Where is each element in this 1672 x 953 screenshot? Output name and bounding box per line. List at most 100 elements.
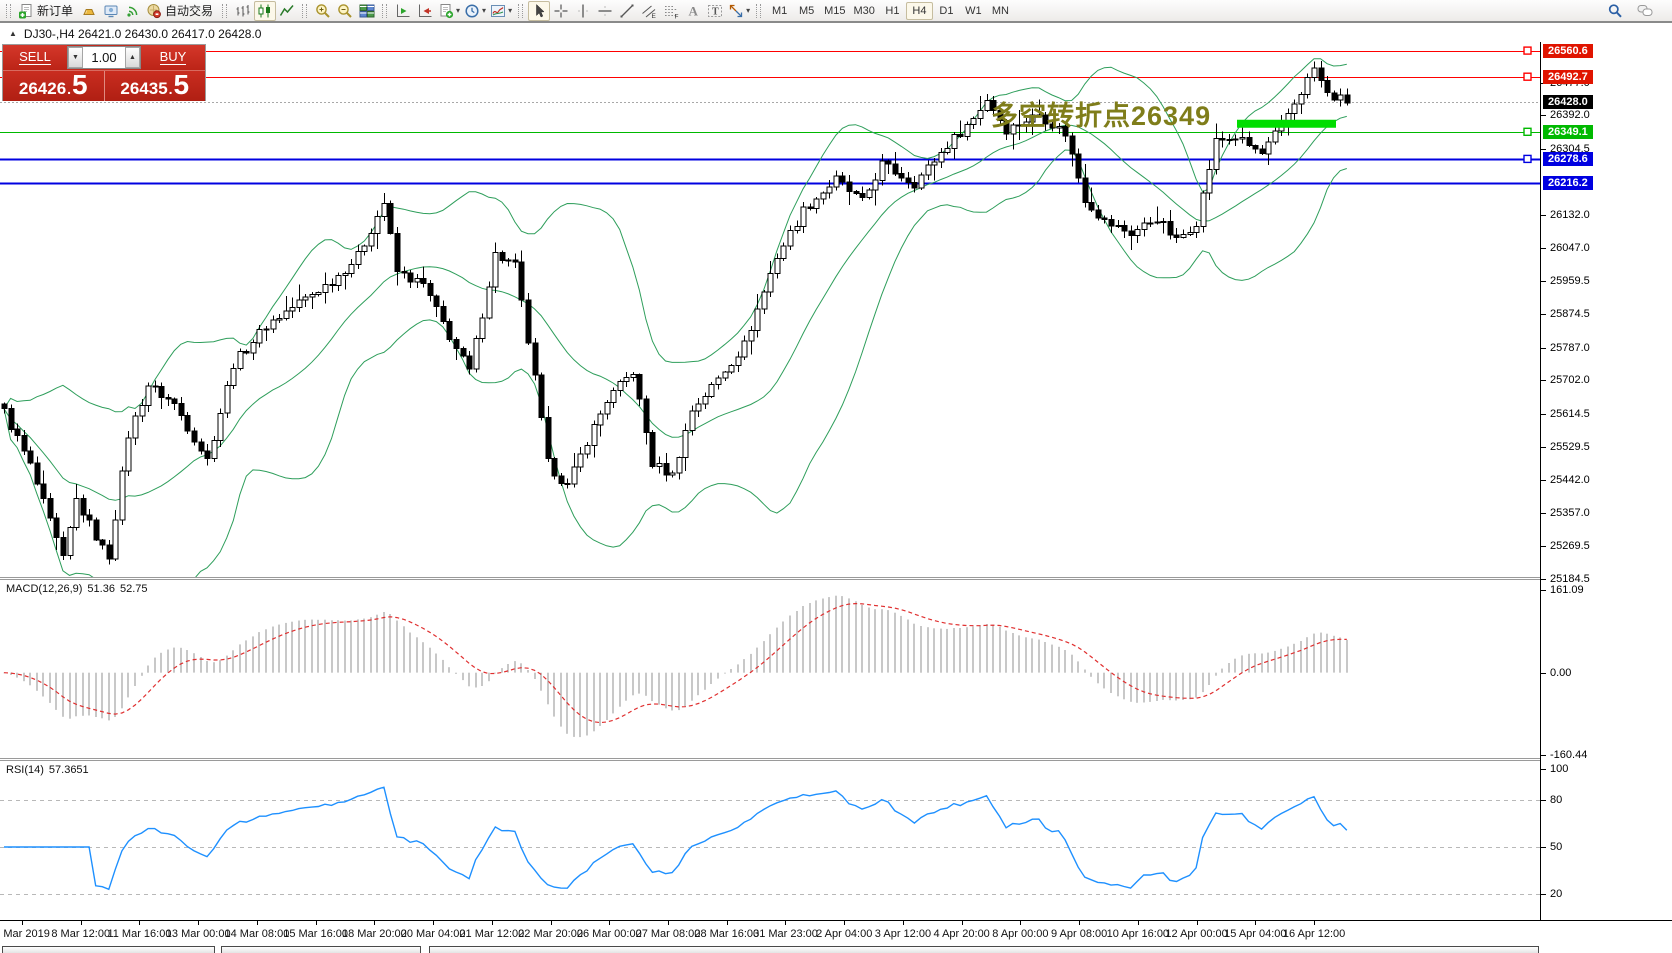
- timeframe-M5-button[interactable]: M5: [798, 4, 815, 17]
- vertical-line-icon: [578, 4, 589, 17]
- axis-tick: [1541, 248, 1546, 249]
- toolbar-vertical-line-button[interactable]: [572, 1, 594, 21]
- toolbar-candle-chart-button[interactable]: [254, 0, 277, 21]
- trend-line-icon: [620, 4, 634, 17]
- toolbar-gold-button[interactable]: [78, 1, 100, 21]
- toolbar-zoom-out-button[interactable]: [334, 1, 356, 21]
- line-handle[interactable]: [1523, 72, 1532, 81]
- toolbar-line-chart-button[interactable]: [276, 1, 298, 21]
- toolbar-hosting-button[interactable]: [100, 1, 122, 21]
- hosting-icon: [104, 5, 118, 17]
- timeframe-M30-button[interactable]: M30: [853, 4, 875, 17]
- toolbar-auto-scroll-button[interactable]: [392, 1, 414, 21]
- toolbar-grip: [302, 3, 308, 18]
- toolbar-chart-shift-button[interactable]: [414, 1, 436, 21]
- annotation-text[interactable]: 多空转折点26349: [991, 101, 1212, 131]
- axis-tick: [1541, 590, 1546, 591]
- lot-increase-button[interactable]: ▲: [125, 47, 140, 68]
- minimized-chart-bar[interactable]: [429, 946, 1539, 953]
- lot-stepper[interactable]: ▼ ▲: [67, 46, 141, 69]
- toolbar-equidistant-channel-button[interactable]: E: [638, 1, 660, 21]
- lot-input[interactable]: [83, 47, 125, 68]
- toolbar-crosshair-button[interactable]: [550, 1, 572, 21]
- axis-tick: [1541, 149, 1546, 150]
- toolbar-fibonacci-button[interactable]: F: [660, 1, 682, 21]
- time-tick: [198, 921, 199, 925]
- toolbar-tile-windows-button[interactable]: [356, 1, 378, 21]
- pane-divider[interactable]: [0, 577, 1672, 580]
- toolbar-chat-button[interactable]: [1634, 1, 1656, 21]
- toolbar-zoom-in-button[interactable]: [312, 1, 334, 21]
- toolbar-new-template-dropdown[interactable]: ▾: [456, 6, 461, 15]
- rsi-label: RSI(14) 57.3651: [6, 764, 89, 776]
- macd-label: MACD(12,26,9) 51.36 52.75: [6, 583, 148, 595]
- toolbar-horizontal-line-button[interactable]: [594, 1, 616, 21]
- toolbar-arrows-dropdown[interactable]: ▾: [746, 6, 751, 15]
- lot-decrease-button[interactable]: ▼: [68, 47, 83, 68]
- buy-label: BUY: [159, 49, 187, 65]
- toolbar-search-button[interactable]: [1604, 1, 1626, 21]
- buy-button[interactable]: BUY: [141, 45, 205, 70]
- toolbar-periods-clock-button[interactable]: ▾: [462, 1, 488, 21]
- time-tick: [1314, 921, 1315, 925]
- price-tick-label: 25269.5: [1550, 540, 1590, 553]
- rsi-axis-label: 100: [1550, 762, 1569, 775]
- toolbar-indicators-button[interactable]: ▾: [488, 1, 514, 21]
- minimized-chart-bar[interactable]: [221, 946, 421, 953]
- axis-tick: [1541, 314, 1546, 315]
- minimized-chart-bar[interactable]: [2, 946, 215, 953]
- timeframe-M1-button[interactable]: M1: [771, 4, 788, 17]
- rsi-axis-label: 20: [1550, 888, 1563, 900]
- axis-tick: [1541, 513, 1546, 514]
- rsi-pane[interactable]: RSI(14) 57.3651: [0, 761, 1540, 920]
- collapse-panel-icon[interactable]: ▲: [9, 29, 17, 38]
- toolbar-new-template-button[interactable]: ▾: [436, 1, 462, 21]
- timeframe-M15-button[interactable]: M15: [824, 4, 846, 17]
- macd-pane[interactable]: MACD(12,26,9) 51.36 52.75: [0, 580, 1540, 758]
- line-handle[interactable]: [1523, 154, 1532, 164]
- indicators-icon: [491, 4, 506, 17]
- toolbar-trend-line-button[interactable]: [616, 1, 638, 21]
- bear-candles: [1, 67, 1351, 560]
- toolbar-bar-chart-button[interactable]: [232, 1, 254, 21]
- price-axis: 26477.026392.026304.526132.026047.025959…: [1540, 42, 1672, 920]
- toolbar-signals-button[interactable]: [122, 1, 144, 21]
- toolbar-periods-clock-dropdown[interactable]: ▾: [482, 6, 487, 15]
- timeframe-H4-button[interactable]: H4: [905, 1, 933, 20]
- timeframe-D1-button[interactable]: D1: [939, 4, 954, 17]
- buy-price[interactable]: 26435. 5: [104, 71, 205, 101]
- axis-tick: [1541, 800, 1546, 801]
- price-tick-label: 25184.5: [1550, 573, 1590, 586]
- timeframe-MN-button[interactable]: MN: [991, 4, 1009, 17]
- line-handle[interactable]: [1523, 127, 1532, 137]
- price-tick-label: 25702.0: [1550, 374, 1590, 387]
- timeframe-H1-button[interactable]: H1: [885, 4, 900, 17]
- time-tick: [374, 921, 375, 925]
- axis-tick: [1541, 894, 1546, 895]
- sell-price[interactable]: 26426. 5: [3, 71, 104, 101]
- toolbar-cursor-button[interactable]: [528, 0, 551, 21]
- new-order-icon: [19, 3, 32, 18]
- arrows-icon: [729, 4, 743, 17]
- time-label: 15 Mar 16:00: [283, 928, 349, 940]
- time-label: 9 Apr 08:00: [1050, 928, 1108, 940]
- toolbar-arrows-button[interactable]: ▾: [726, 1, 752, 21]
- toolbar-autotrading-button[interactable]: 自动交易: [144, 1, 218, 21]
- pane-divider[interactable]: [0, 758, 1672, 761]
- main-toolbar: 新订单 自动交易 ▾ ▾ ▾ E F A T ▾ M1 M5 M15 M30 H1 H4 D1 W1 MN: [0, 0, 1672, 23]
- axis-tick: [1541, 546, 1546, 547]
- toolbar-text-button[interactable]: A: [682, 1, 704, 21]
- time-label: 18 Mar 20:00: [341, 928, 407, 940]
- sell-label: SELL: [19, 49, 51, 65]
- timeframe-W1-button[interactable]: W1: [965, 4, 982, 17]
- time-label: 3 Apr 12:00: [874, 928, 932, 940]
- price-label-26349.1: 26349.1: [1543, 124, 1593, 139]
- line-handle[interactable]: [1523, 46, 1532, 55]
- toolbar-indicators-dropdown[interactable]: ▾: [508, 6, 513, 15]
- main-chart-pane[interactable]: 多空转折点26349: [0, 42, 1540, 577]
- periods-clock-icon: [465, 3, 479, 18]
- toolbar-text-label-button[interactable]: T: [704, 1, 726, 21]
- toolbar-new-order-button[interactable]: 新订单: [16, 1, 78, 21]
- sell-button[interactable]: SELL: [3, 45, 67, 70]
